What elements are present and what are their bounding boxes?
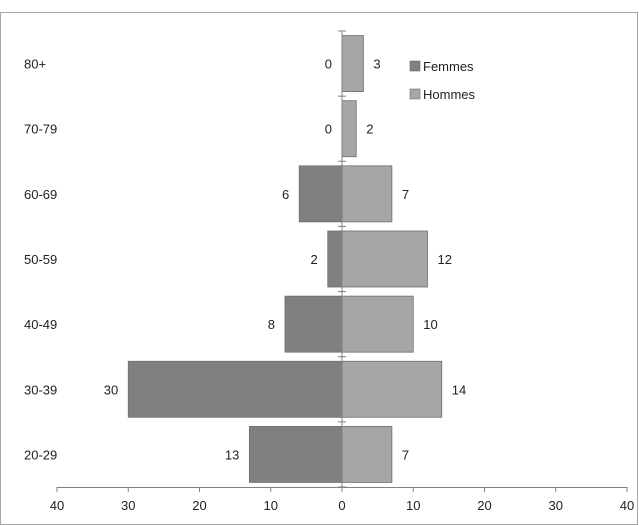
center-axis (338, 30, 346, 488)
category-label-50-59: 50-59 (24, 252, 57, 267)
bar-femmes-50-59 (327, 230, 343, 288)
legend: Femmes Hommes (409, 59, 476, 102)
legend-label-hommes: Hommes (423, 87, 476, 102)
x-axis: 40 30 20 10 0 10 20 30 40 (50, 487, 634, 513)
legend-swatch-femmes (409, 60, 421, 72)
bar-hommes-30-39 (341, 360, 443, 418)
x-tick-label-3: 10 (264, 498, 278, 513)
data-label-femmes-50-59: 2 (311, 252, 318, 267)
bar-femmes-20-29 (248, 426, 343, 483)
x-tick-label-4: 0 (338, 498, 345, 513)
data-label-femmes-70-79: 0 (325, 122, 332, 137)
bar-femmes-40-49 (284, 295, 343, 353)
data-labels-layer: 13 30 8 2 6 0 0 7 14 10 12 7 2 3 (104, 57, 466, 463)
category-label-40-49: 40-49 (24, 317, 57, 332)
bars-layer (127, 35, 443, 483)
bar-femmes-30-39 (127, 360, 343, 418)
x-tick-label-2: 20 (192, 498, 206, 513)
data-label-femmes-40-49: 8 (268, 317, 275, 332)
bar-femmes-60-69 (298, 165, 343, 223)
bar-hommes-80plus (341, 35, 364, 92)
x-tick-label-8: 40 (620, 498, 634, 513)
bar-hommes-50-59 (341, 230, 428, 288)
legend-label-femmes: Femmes (423, 59, 474, 74)
category-label-80plus: 80+ (24, 57, 46, 72)
data-label-femmes-80plus: 0 (325, 57, 332, 72)
data-label-hommes-60-69: 7 (402, 187, 409, 202)
data-label-hommes-80plus: 3 (373, 57, 380, 72)
bar-hommes-70-79 (341, 100, 357, 158)
category-label-70-79: 70-79 (24, 122, 57, 137)
x-tick-label-1: 30 (121, 498, 135, 513)
category-label-60-69: 60-69 (24, 187, 57, 202)
bar-hommes-40-49 (341, 295, 414, 353)
x-tick-label-7: 30 (549, 498, 563, 513)
category-label-20-29: 20-29 (24, 447, 57, 462)
bar-hommes-60-69 (341, 165, 393, 223)
x-tick-label-6: 20 (477, 498, 491, 513)
data-label-hommes-40-49: 10 (423, 317, 437, 332)
data-label-femmes-20-29: 13 (225, 447, 239, 462)
data-label-hommes-20-29: 7 (402, 447, 409, 462)
data-label-hommes-70-79: 2 (366, 122, 373, 137)
category-label-30-39: 30-39 (24, 382, 57, 397)
data-label-hommes-50-59: 12 (438, 252, 452, 267)
data-label-hommes-30-39: 14 (452, 382, 466, 397)
data-label-femmes-60-69: 6 (282, 187, 289, 202)
x-tick-label-0: 40 (50, 498, 64, 513)
legend-swatch-hommes (409, 88, 421, 100)
category-labels-layer: 20-29 30-39 40-49 50-59 60-69 70-79 80+ (24, 57, 57, 463)
data-label-femmes-30-39: 30 (104, 382, 118, 397)
x-tick-label-5: 10 (406, 498, 420, 513)
bar-hommes-20-29 (341, 426, 393, 483)
